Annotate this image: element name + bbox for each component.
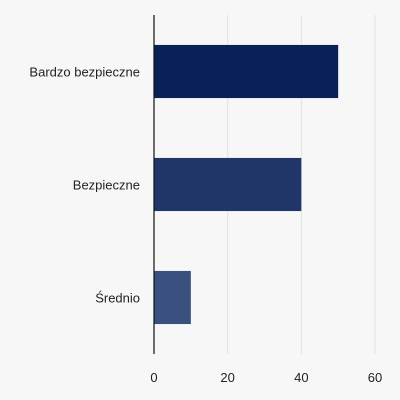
x-tick-label: 60 (368, 370, 382, 385)
category-label: Średnio (95, 291, 140, 306)
bar (154, 270, 191, 325)
bar-layer (154, 44, 339, 325)
category-label: Bezpieczne (73, 178, 140, 193)
label-layer: 0 20 40 60 Bardzo bezpieczne Bezpieczne Średni… (29, 65, 382, 386)
bar (154, 157, 302, 212)
x-tick-label: 0 (150, 370, 157, 385)
category-label: Bardzo bezpieczne (29, 65, 140, 80)
x-tick-label: 20 (220, 370, 234, 385)
x-tick-label: 40 (294, 370, 308, 385)
bar (154, 44, 339, 99)
